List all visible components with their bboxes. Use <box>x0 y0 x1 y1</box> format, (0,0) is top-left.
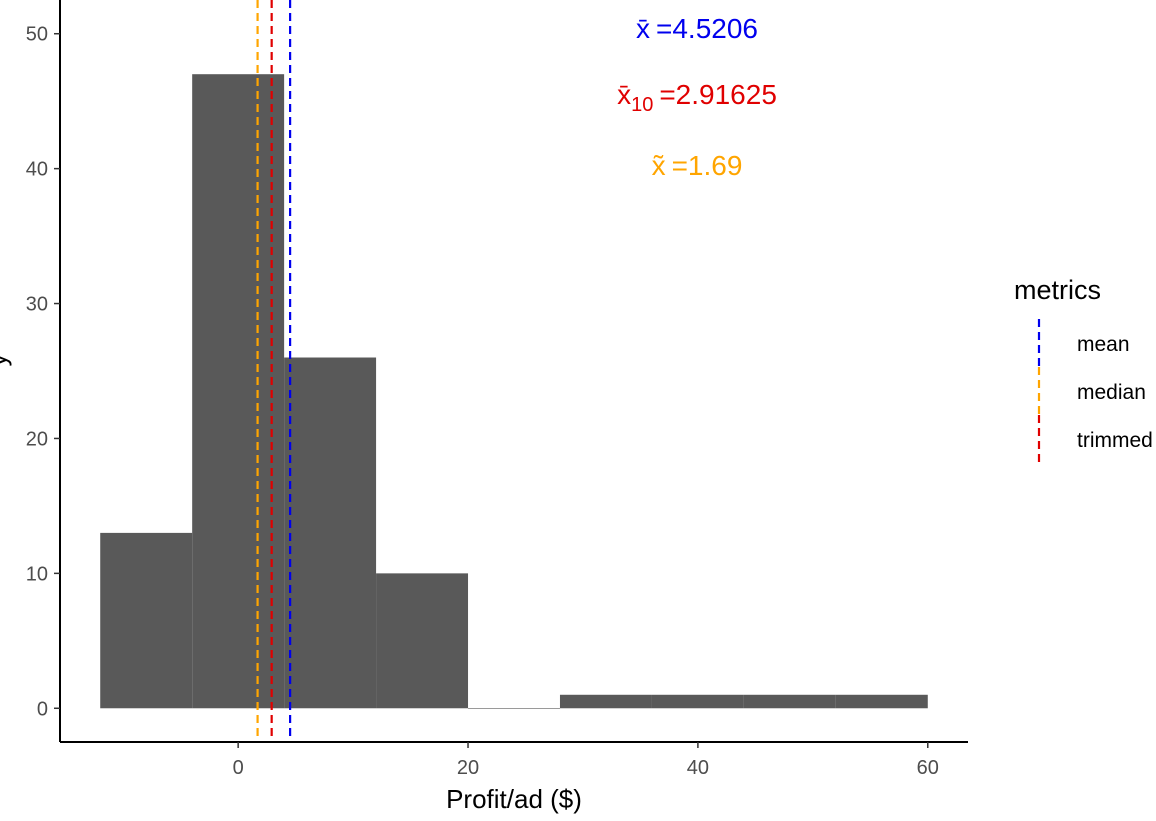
y-tick-label: 30 <box>26 294 48 316</box>
annotation-value: =2.91625 <box>659 79 777 110</box>
annotation-value: =4.5206 <box>656 13 758 44</box>
x-tick-label: 20 <box>457 757 479 779</box>
legend-title: metrics <box>1014 275 1101 305</box>
metric-lines <box>256 0 292 742</box>
x-axis-title: Profit/ad ($) <box>446 784 582 814</box>
x-tick-label: 0 <box>233 757 244 779</box>
y-tick-label: 10 <box>26 563 48 585</box>
legend-label-median: median <box>1077 381 1146 404</box>
annotation-subscript: 10 <box>631 94 653 116</box>
x-tick-label: 40 <box>687 757 709 779</box>
annotation-value: =1.69 <box>672 150 743 181</box>
histogram-bar <box>284 357 377 709</box>
x-tick-label: 60 <box>917 757 939 779</box>
histogram-bar <box>100 532 193 709</box>
legend-label-mean: mean <box>1077 333 1130 356</box>
y-tick-label: 20 <box>26 428 48 450</box>
y-axis-title: y <box>0 354 12 367</box>
histogram-bar <box>559 694 652 709</box>
annotation-symbol: x̄ <box>617 79 631 110</box>
histogram-bar <box>376 573 469 709</box>
legend-label-trimmed: trimmed <box>1077 429 1153 452</box>
histogram-bar <box>468 708 560 709</box>
mean-annotation: x̄ =4.5206 <box>636 13 758 44</box>
y-tick-label: 0 <box>37 698 48 720</box>
histogram-bar <box>651 694 744 709</box>
legend: metrics mean median trimmed <box>1014 275 1153 463</box>
y-tick-label: 50 <box>26 24 48 46</box>
annotation-symbol: x̃ <box>652 150 666 181</box>
annotation-symbol: x̄ <box>636 13 650 44</box>
histogram-bar <box>192 74 285 709</box>
x-axis-ticks: 0 20 40 60 <box>233 742 939 779</box>
histogram-bar <box>743 694 836 709</box>
y-axis-ticks: 0 10 20 30 40 50 <box>26 24 60 720</box>
histogram-bar <box>835 694 928 709</box>
histogram-bars <box>100 74 928 709</box>
y-tick-label: 40 <box>26 159 48 181</box>
trimmed-annotation: x̄10 =2.91625 <box>617 79 777 116</box>
median-annotation: x̃ =1.69 <box>652 150 743 181</box>
axes <box>59 0 968 743</box>
